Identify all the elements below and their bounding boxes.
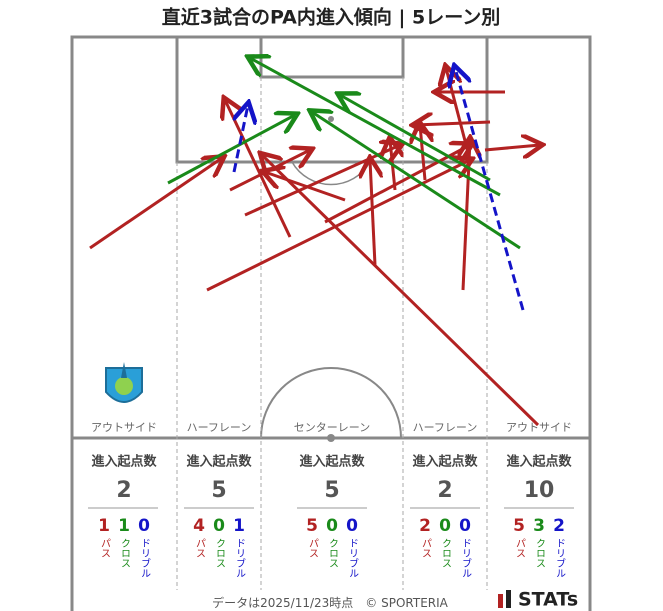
cross-count: 1 [118,516,130,536]
pass-label: パス [514,538,526,558]
dribble-count: 2 [553,516,565,536]
cross-count: 0 [213,516,225,536]
pitch-lines [70,35,592,611]
brand-mark [506,590,511,608]
cross-arrows [167,58,521,250]
dribble-label: ドリブル [139,538,151,578]
total: 10 [524,478,555,503]
dribble-label: ドリブル [347,538,359,578]
stat-label: 進入起点数 [412,454,478,470]
dribble-count: 0 [138,516,150,536]
stat-label: 進入起点数 [186,454,252,470]
lane-name: ハーフレーン [187,421,252,434]
club-logo [105,362,143,403]
pass-arrows [89,68,540,427]
brand: STATs [518,589,578,611]
pass-count: 1 [98,516,110,536]
pass-label: パス [307,538,319,558]
pass-count: 5 [513,516,525,536]
cross-label: クロス [214,538,225,568]
dribble-label: ドリブル [554,538,566,578]
dribble-label: ドリブル [234,538,246,578]
dribble-count: 0 [459,516,471,536]
total: 5 [211,478,226,503]
cross-label: クロス [327,538,338,568]
pass-label: パス [194,538,206,558]
cross-label: クロス [440,538,451,568]
pass-label: パス [420,538,432,558]
cross-label: クロス [119,538,130,568]
title: 直近3試合のPA内進入傾向 | 5レーン別 [162,6,501,29]
stat-label: 進入起点数 [299,454,365,470]
footer-date: データは2025/11/23時点 © SPORTERIA [212,595,449,610]
lane-name: アウトサイド [91,421,157,434]
cross-count: 0 [439,516,451,536]
total: 5 [324,478,339,503]
cross-count: 3 [533,516,545,536]
pass-count: 2 [419,516,431,536]
dribble-count: 0 [346,516,358,536]
total: 2 [437,478,452,503]
total: 2 [116,478,131,503]
dribble-arrows [232,68,525,311]
cross-count: 0 [326,516,338,536]
pass-count: 4 [193,516,205,536]
center-spot [327,434,335,442]
lane-name: ハーフレーン [413,421,478,434]
dribble-count: 1 [233,516,245,536]
stat-label: 進入起点数 [91,454,157,470]
penalty-spot [328,116,334,122]
lane-name: センターレーン [294,421,370,434]
brand-mark [498,594,503,608]
lane-name: アウトサイド [506,421,572,434]
pass-count: 5 [306,516,318,536]
dribble-label: ドリブル [460,538,472,578]
stat-label: 進入起点数 [506,454,572,470]
cross-label: クロス [534,538,545,568]
pass-label: パス [99,538,111,558]
